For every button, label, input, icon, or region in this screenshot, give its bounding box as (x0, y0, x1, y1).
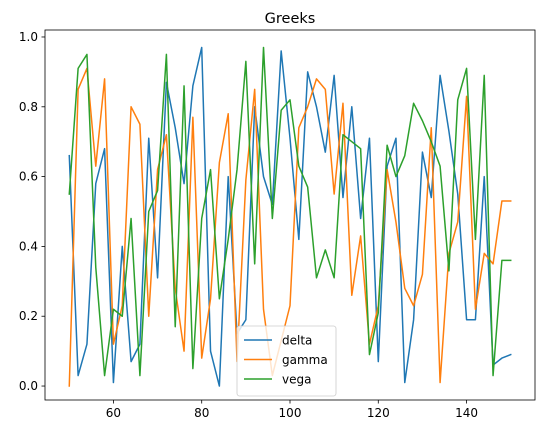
legend-label-vega: vega (282, 373, 311, 387)
series-line-vega (68, 46, 512, 377)
legend-label-gamma: gamma (282, 353, 328, 367)
y-axis: 0.0 0.2 0.4 0.6 0.8 1.0 (19, 30, 45, 393)
series-line-delta (68, 46, 512, 387)
y-tick-label: 0.0 (19, 379, 38, 393)
x-tick-label: 60 (106, 406, 121, 420)
y-tick-label: 0.4 (19, 239, 38, 253)
y-tick-label: 1.0 (19, 30, 38, 44)
legend-label-delta: delta (282, 334, 312, 348)
series-line-gamma (68, 67, 512, 387)
legend: delta gamma vega (236, 325, 337, 397)
x-tick-label: 140 (455, 406, 478, 420)
x-tick-label: 120 (367, 406, 390, 420)
y-tick-label: 0.8 (19, 100, 38, 114)
x-tick-label: 80 (194, 406, 209, 420)
y-tick-label: 0.2 (19, 309, 38, 323)
y-tick-label: 0.6 (19, 170, 38, 184)
x-axis: 60 80 100 120 140 (106, 400, 478, 420)
chart-title: Greeks (265, 11, 316, 27)
series-layer (68, 46, 512, 387)
x-tick-label: 100 (279, 406, 302, 420)
